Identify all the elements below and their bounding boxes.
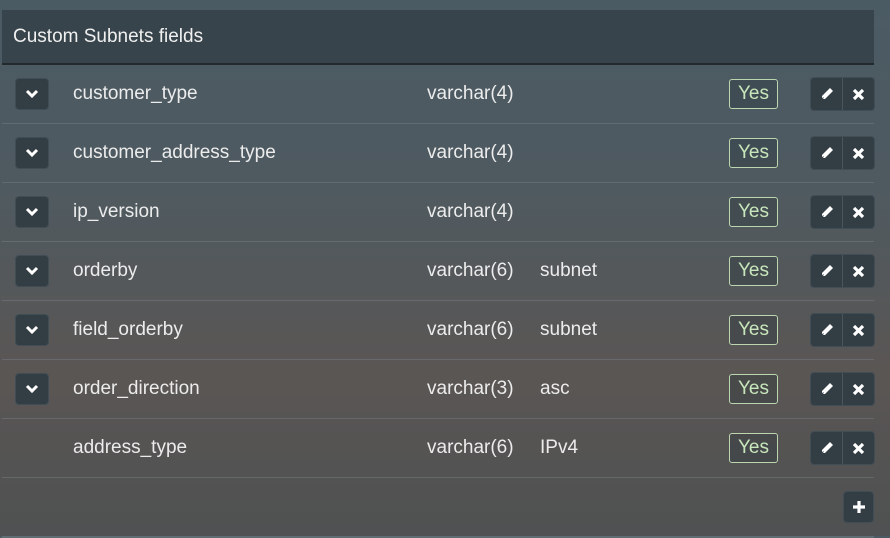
plus-icon	[852, 501, 865, 513]
field-default: subnet	[540, 319, 598, 340]
expand-toggle-button[interactable]	[15, 137, 49, 169]
chevron-down-icon	[25, 384, 39, 394]
expand-toggle-button[interactable]	[15, 373, 49, 405]
custom-fields-panel: Custom Subnets fields customer_type varc…	[2, 10, 875, 538]
row-actions	[810, 136, 875, 170]
field-type: varchar(3)	[427, 378, 514, 399]
edit-button[interactable]	[811, 137, 842, 169]
chevron-down-icon	[25, 325, 39, 335]
edit-button[interactable]	[811, 196, 842, 228]
delete-button[interactable]	[842, 137, 874, 169]
pencil-icon	[821, 324, 833, 336]
row-actions	[810, 254, 875, 288]
required-badge: Yes	[729, 315, 778, 345]
row-actions	[810, 77, 875, 111]
expand-toggle-button[interactable]	[15, 78, 49, 110]
row-actions	[810, 372, 875, 406]
delete-button[interactable]	[842, 373, 874, 405]
field-name: field_orderby	[73, 319, 183, 340]
field-name: address_type	[73, 437, 188, 458]
field-type: varchar(4)	[427, 83, 514, 104]
field-row: customer_type varchar(4) Yes	[2, 65, 875, 124]
close-icon	[852, 383, 865, 395]
required-badge: Yes	[729, 79, 778, 109]
edit-button[interactable]	[811, 255, 842, 287]
field-name: ip_version	[73, 201, 160, 222]
edit-button[interactable]	[811, 314, 842, 346]
row-actions	[810, 195, 875, 229]
add-field-button[interactable]	[843, 491, 874, 523]
delete-button[interactable]	[842, 196, 874, 228]
row-actions	[810, 313, 875, 347]
field-row: address_type varchar(6) IPv4 Yes	[2, 419, 875, 478]
pencil-icon	[821, 206, 833, 218]
field-type: varchar(6)	[427, 319, 514, 340]
field-name: customer_address_type	[73, 142, 276, 163]
required-badge: Yes	[729, 138, 778, 168]
required-badge: Yes	[729, 256, 778, 286]
close-icon	[852, 324, 865, 336]
add-row	[2, 478, 874, 538]
required-badge: Yes	[729, 433, 778, 463]
field-row: orderby varchar(6) subnet Yes	[2, 242, 875, 301]
field-type: varchar(4)	[427, 201, 514, 222]
pencil-icon	[821, 442, 833, 454]
field-name: customer_type	[73, 83, 198, 104]
field-default: subnet	[540, 260, 598, 281]
pencil-icon	[821, 383, 833, 395]
close-icon	[852, 265, 865, 277]
required-badge: Yes	[729, 374, 778, 404]
delete-button[interactable]	[842, 432, 874, 464]
row-actions	[810, 431, 875, 465]
edit-button[interactable]	[811, 432, 842, 464]
field-row: order_direction varchar(3) asc Yes	[2, 360, 875, 419]
field-row: field_orderby varchar(6) subnet Yes	[2, 301, 875, 360]
pencil-icon	[821, 265, 833, 277]
delete-button[interactable]	[842, 78, 874, 110]
required-badge: Yes	[729, 197, 778, 227]
chevron-down-icon	[25, 89, 39, 99]
close-icon	[852, 442, 865, 454]
edit-button[interactable]	[811, 373, 842, 405]
close-icon	[852, 147, 865, 159]
field-type: varchar(6)	[427, 437, 514, 458]
delete-button[interactable]	[842, 314, 874, 346]
delete-button[interactable]	[842, 255, 874, 287]
pencil-icon	[821, 88, 833, 100]
edit-button[interactable]	[811, 78, 842, 110]
field-name: order_direction	[73, 378, 200, 399]
panel-title: Custom Subnets fields	[2, 10, 874, 65]
field-row: customer_address_type varchar(4) Yes	[2, 124, 875, 183]
chevron-down-icon	[25, 148, 39, 158]
field-row: ip_version varchar(4) Yes	[2, 183, 875, 242]
pencil-icon	[821, 147, 833, 159]
field-type: varchar(4)	[427, 142, 514, 163]
expand-toggle-button[interactable]	[15, 255, 49, 287]
field-default: asc	[540, 378, 570, 399]
expand-toggle-button[interactable]	[15, 196, 49, 228]
expand-toggle-button[interactable]	[15, 314, 49, 346]
field-name: orderby	[73, 260, 138, 281]
chevron-down-icon	[25, 207, 39, 217]
close-icon	[852, 206, 865, 218]
close-icon	[852, 88, 865, 100]
field-default: IPv4	[540, 437, 579, 458]
chevron-down-icon	[25, 266, 39, 276]
field-type: varchar(6)	[427, 260, 514, 281]
